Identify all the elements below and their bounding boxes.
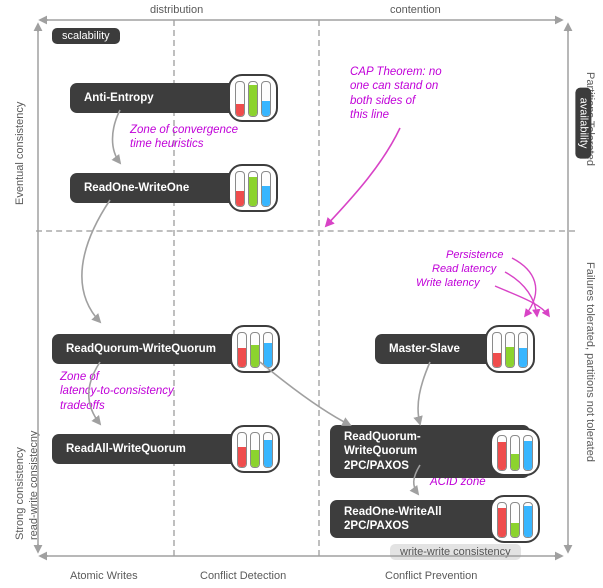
meter-tube	[497, 435, 507, 471]
node-bubble	[485, 325, 535, 373]
meter-tube	[523, 435, 533, 471]
axis-left-rw: read-write consistecny	[28, 431, 40, 540]
arrow-cap	[326, 128, 400, 226]
note-write-latency: Write latency	[416, 277, 480, 291]
node-readall-writequorum: ReadAll-WriteQuorum	[52, 425, 280, 473]
meter-tube	[250, 432, 260, 468]
axis-top-distribution: distribution	[150, 4, 203, 16]
meter-tube	[248, 81, 258, 117]
note-cap: CAP Theorem: no one can stand on both si…	[350, 65, 442, 123]
node-label: ReadOne-WriteAll 2PC/PAXOS	[344, 505, 442, 534]
grid-hline	[36, 230, 575, 232]
node-label: ReadQuorum-WriteQuorum	[66, 342, 216, 356]
axis-top-contention: contention	[390, 4, 441, 16]
axis-left-eventual: Eventual consistency	[14, 102, 26, 205]
tag-write-write: write-write consistency	[390, 544, 521, 560]
meter-tube	[523, 502, 533, 538]
tag-availability: availability	[576, 88, 592, 159]
node-bubble	[228, 164, 278, 212]
arrow-persistence	[512, 258, 536, 316]
node-r1wa-2pc: ReadOne-WriteAll 2PC/PAXOS	[330, 495, 540, 543]
grid-vline-2	[318, 20, 320, 556]
node-label: ReadAll-WriteQuorum	[66, 442, 186, 456]
axis-left-strong: Strong consistency	[14, 447, 26, 540]
note-convergence: Zone of convergence time heuristics	[130, 123, 238, 152]
meter-tube	[492, 332, 502, 368]
node-bubble	[490, 428, 540, 476]
tag-scalability: scalability	[52, 28, 120, 44]
meter-tube	[261, 81, 271, 117]
meter-tube	[505, 332, 515, 368]
note-persistence: Persistence	[446, 249, 503, 263]
meter-tube	[248, 171, 258, 207]
node-bubble	[230, 425, 280, 473]
arrow-read-latency	[505, 272, 537, 316]
node-readone-writeone: ReadOne-WriteOne	[70, 164, 278, 212]
node-master-slave: Master-Slave	[375, 325, 535, 373]
consistency-diagram: distribution contention Atomic Writes Co…	[0, 0, 603, 588]
meter-tube	[237, 432, 247, 468]
note-latency: Zone of latency-to-consistency tradeoffs	[60, 370, 174, 413]
node-label: Anti-Entropy	[84, 91, 154, 105]
arrow-r1w1-to-rqwq	[82, 200, 110, 322]
node-label: ReadOne-WriteOne	[84, 181, 189, 195]
note-read-latency: Read latency	[432, 263, 496, 277]
meter-tube	[497, 502, 507, 538]
meter-tube	[235, 171, 245, 207]
meter-tube	[263, 332, 273, 368]
meter-tube	[237, 332, 247, 368]
node-readquorum-writequorum: ReadQuorum-WriteQuorum	[52, 325, 280, 373]
axis-bottom-atomic: Atomic Writes	[70, 570, 138, 582]
node-bubble	[490, 495, 540, 543]
meter-tube	[250, 332, 260, 368]
node-bubble	[230, 325, 280, 373]
arrow-write-latency	[495, 286, 549, 316]
axis-right-failures: Failures tolerated, partitions not toler…	[584, 262, 596, 462]
node-label: Master-Slave	[389, 342, 460, 356]
node-rqwq-2pc: ReadQuorum-WriteQuorum 2PC/PAXOS	[330, 425, 540, 478]
node-label: ReadQuorum-WriteQuorum 2PC/PAXOS	[344, 430, 480, 473]
meter-tube	[510, 435, 520, 471]
axis-bottom-prevent: Conflict Prevention	[385, 570, 477, 582]
meter-tube	[518, 332, 528, 368]
meter-tube	[510, 502, 520, 538]
meter-tube	[263, 432, 273, 468]
meter-tube	[261, 171, 271, 207]
node-anti-entropy: Anti-Entropy	[70, 74, 278, 122]
node-bubble	[228, 74, 278, 122]
axis-bottom-detect: Conflict Detection	[200, 570, 286, 582]
meter-tube	[235, 81, 245, 117]
